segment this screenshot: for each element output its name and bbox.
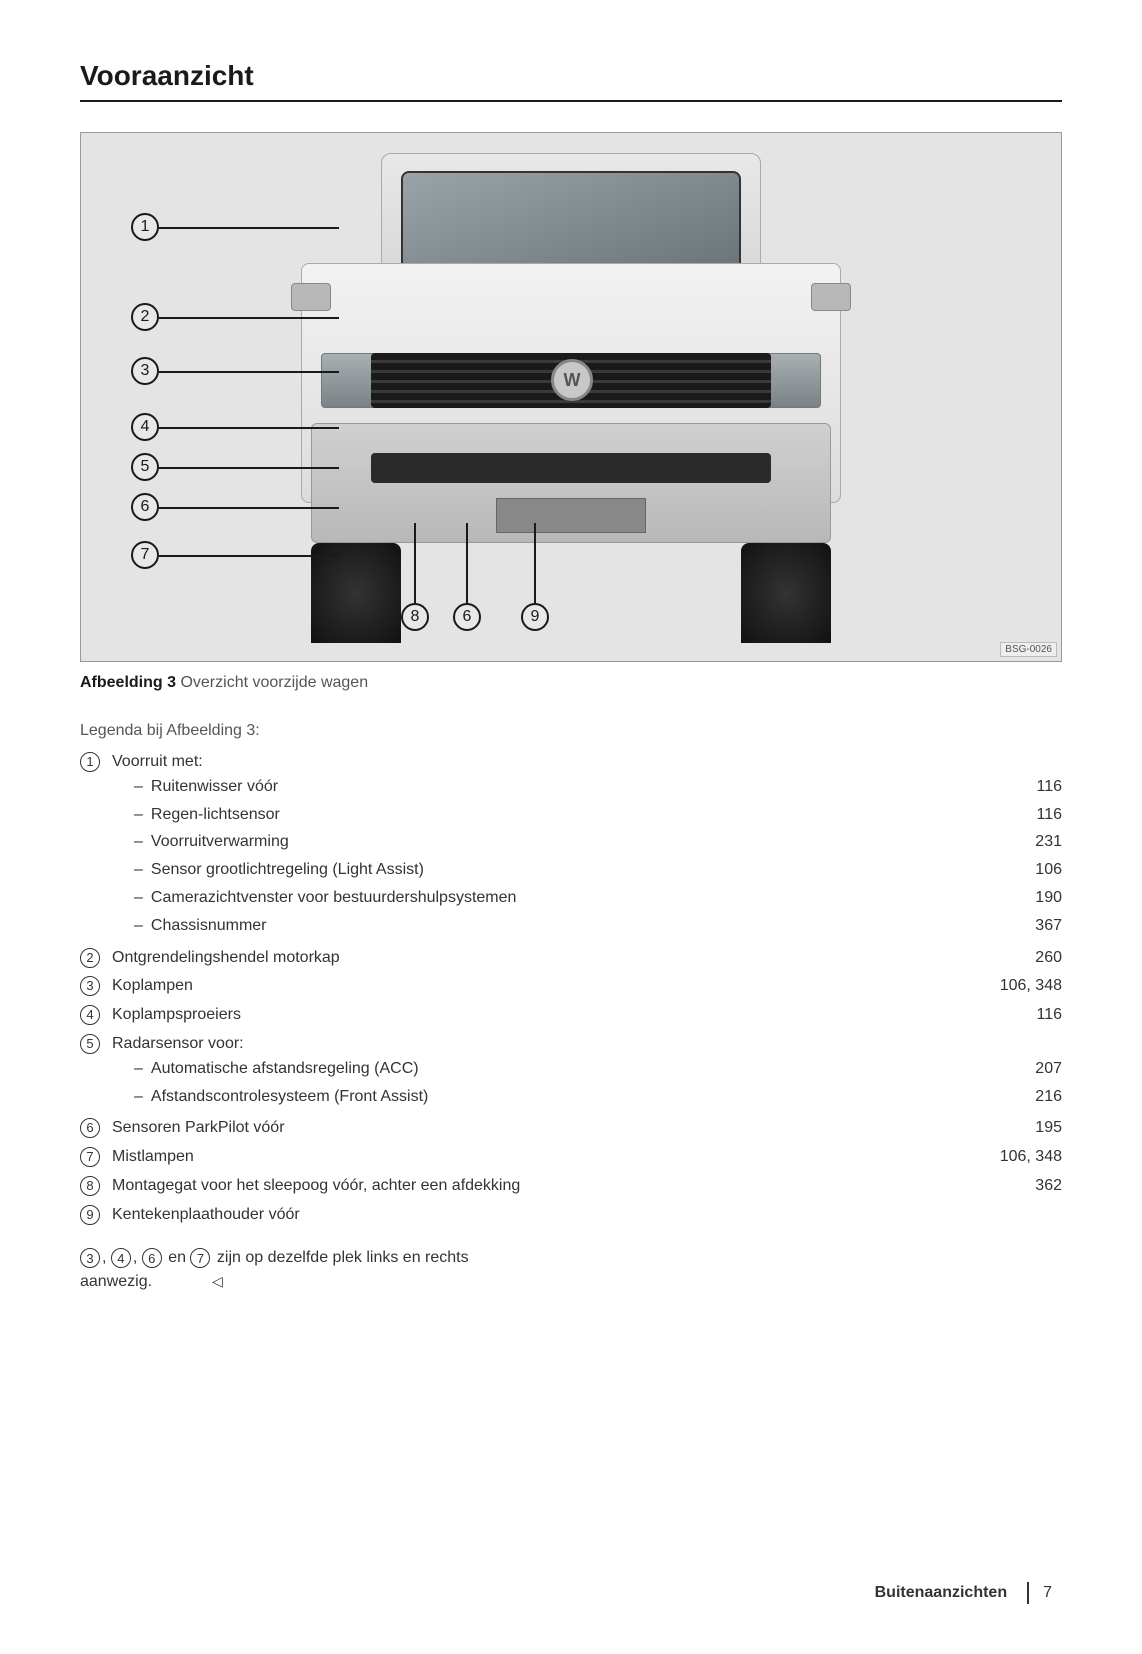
callout-1: 1	[131, 213, 159, 241]
figure-caption: Afbeelding 3 Overzicht voorzijde wagen	[80, 674, 1062, 692]
legend-number: 1	[80, 752, 100, 772]
legend-intro: Legenda bij Afbeelding 3:	[80, 722, 1062, 740]
legend-label: Koplampsproeiers	[112, 1003, 241, 1028]
page-reference: 106	[992, 858, 1062, 883]
legend-number: 4	[80, 1005, 100, 1025]
callout-3: 3	[131, 357, 159, 385]
legend-item-8: 8 Montagegat voor het sleepoog vóór, acht…	[80, 1174, 1062, 1199]
callout-4: 4	[131, 413, 159, 441]
page-reference: 106, 348	[992, 1145, 1062, 1170]
legend-label: Voorruit met:	[112, 750, 203, 775]
legend-item-3: 3 Koplampen 106, 348	[80, 974, 1062, 999]
legend-sub-item: –Camerazichtvenster voor bestuurdershulp…	[134, 886, 1062, 911]
legend-item-7: 7 Mistlampen 106, 348	[80, 1145, 1062, 1170]
page-title: Vooraanzicht	[80, 60, 1062, 102]
legend-item-9: 9 Kentekenplaathouder vóór	[80, 1203, 1062, 1228]
legend-label: Koplampen	[112, 974, 193, 999]
page-reference: 190	[992, 886, 1062, 911]
callout-6: 6	[453, 603, 481, 631]
note-ref-7: 7	[190, 1248, 210, 1268]
legend-item-2: 2 Ontgrendelingshendel motorkap 260	[80, 946, 1062, 971]
legend-label: Ontgrendelingshendel motorkap	[112, 946, 340, 971]
legend-number: 9	[80, 1205, 100, 1225]
page-reference: 116	[992, 775, 1062, 800]
page-reference: 216	[992, 1085, 1062, 1110]
end-triangle-icon: ◁	[212, 1271, 223, 1292]
legend-sub-item: –Ruitenwisser vóór116	[134, 775, 1062, 800]
legend-number: 8	[80, 1176, 100, 1196]
legend-item-5: 5 Radarsensor voor:–Automatische afstands…	[80, 1032, 1062, 1112]
legend-label: Kentekenplaathouder vóór	[112, 1203, 300, 1228]
page-reference: 207	[992, 1057, 1062, 1082]
page-reference: 195	[992, 1116, 1062, 1141]
legend-number: 6	[80, 1118, 100, 1138]
footer-page-number: 7	[1043, 1584, 1052, 1602]
legend-label: Radarsensor voor:	[112, 1032, 244, 1057]
page-reference: 106, 348	[992, 974, 1062, 999]
figure-front-view: W 1234567869 BSG-0026	[80, 132, 1062, 662]
figure-tag: BSG-0026	[1000, 642, 1057, 657]
footer-section: Buitenaanzichten	[875, 1584, 1007, 1602]
legend-label: Mistlampen	[112, 1145, 194, 1170]
page-footer: Buitenaanzichten 7	[875, 1582, 1052, 1604]
callout-9: 9	[521, 603, 549, 631]
note-ref-3: 3	[80, 1248, 100, 1268]
callout-5: 5	[131, 453, 159, 481]
page-reference: 367	[992, 914, 1062, 939]
page-reference: 260	[992, 946, 1062, 971]
vw-logo-icon: W	[551, 359, 593, 401]
callout-6: 6	[131, 493, 159, 521]
legend-label: Montagegat voor het sleepoog vóór, achte…	[112, 1174, 520, 1199]
legend-list: 1 Voorruit met:–Ruitenwisser vóór116 –Rege…	[80, 750, 1062, 1228]
legend-sub-item: –Chassisnummer367	[134, 914, 1062, 939]
page-reference: 116	[992, 803, 1062, 828]
legend-number: 3	[80, 976, 100, 996]
legend-number: 2	[80, 948, 100, 968]
legend-item-6: 6 Sensoren ParkPilot vóór 195	[80, 1116, 1062, 1141]
callout-7: 7	[131, 541, 159, 569]
page-reference: 362	[992, 1174, 1062, 1199]
legend-item-1: 1 Voorruit met:–Ruitenwisser vóór116 –Rege…	[80, 750, 1062, 942]
page-reference: 116	[992, 1003, 1062, 1028]
legend-sub-item: –Afstandscontrolesysteem (Front Assist)2…	[134, 1085, 1062, 1110]
callout-8: 8	[401, 603, 429, 631]
legend-number: 7	[80, 1147, 100, 1167]
legend-item-4: 4 Koplampsproeiers 116	[80, 1003, 1062, 1028]
legend-sub-item: –Sensor grootlichtregeling (Light Assist…	[134, 858, 1062, 883]
legend-number: 5	[80, 1034, 100, 1054]
vehicle-illustration: W	[261, 153, 881, 643]
note-ref-4: 4	[111, 1248, 131, 1268]
note-ref-6: 6	[142, 1248, 162, 1268]
legend-sub-item: –Automatische afstandsregeling (ACC)207	[134, 1057, 1062, 1082]
legend-sub-item: –Regen-lichtsensor116	[134, 803, 1062, 828]
page-reference: 231	[992, 830, 1062, 855]
callout-2: 2	[131, 303, 159, 331]
legend-label: Sensoren ParkPilot vóór	[112, 1116, 285, 1141]
symmetry-note: 3, 4, 6 en 7 zijn op dezelfde plek links…	[80, 1246, 510, 1294]
legend-sub-item: –Voorruitverwarming231	[134, 830, 1062, 855]
